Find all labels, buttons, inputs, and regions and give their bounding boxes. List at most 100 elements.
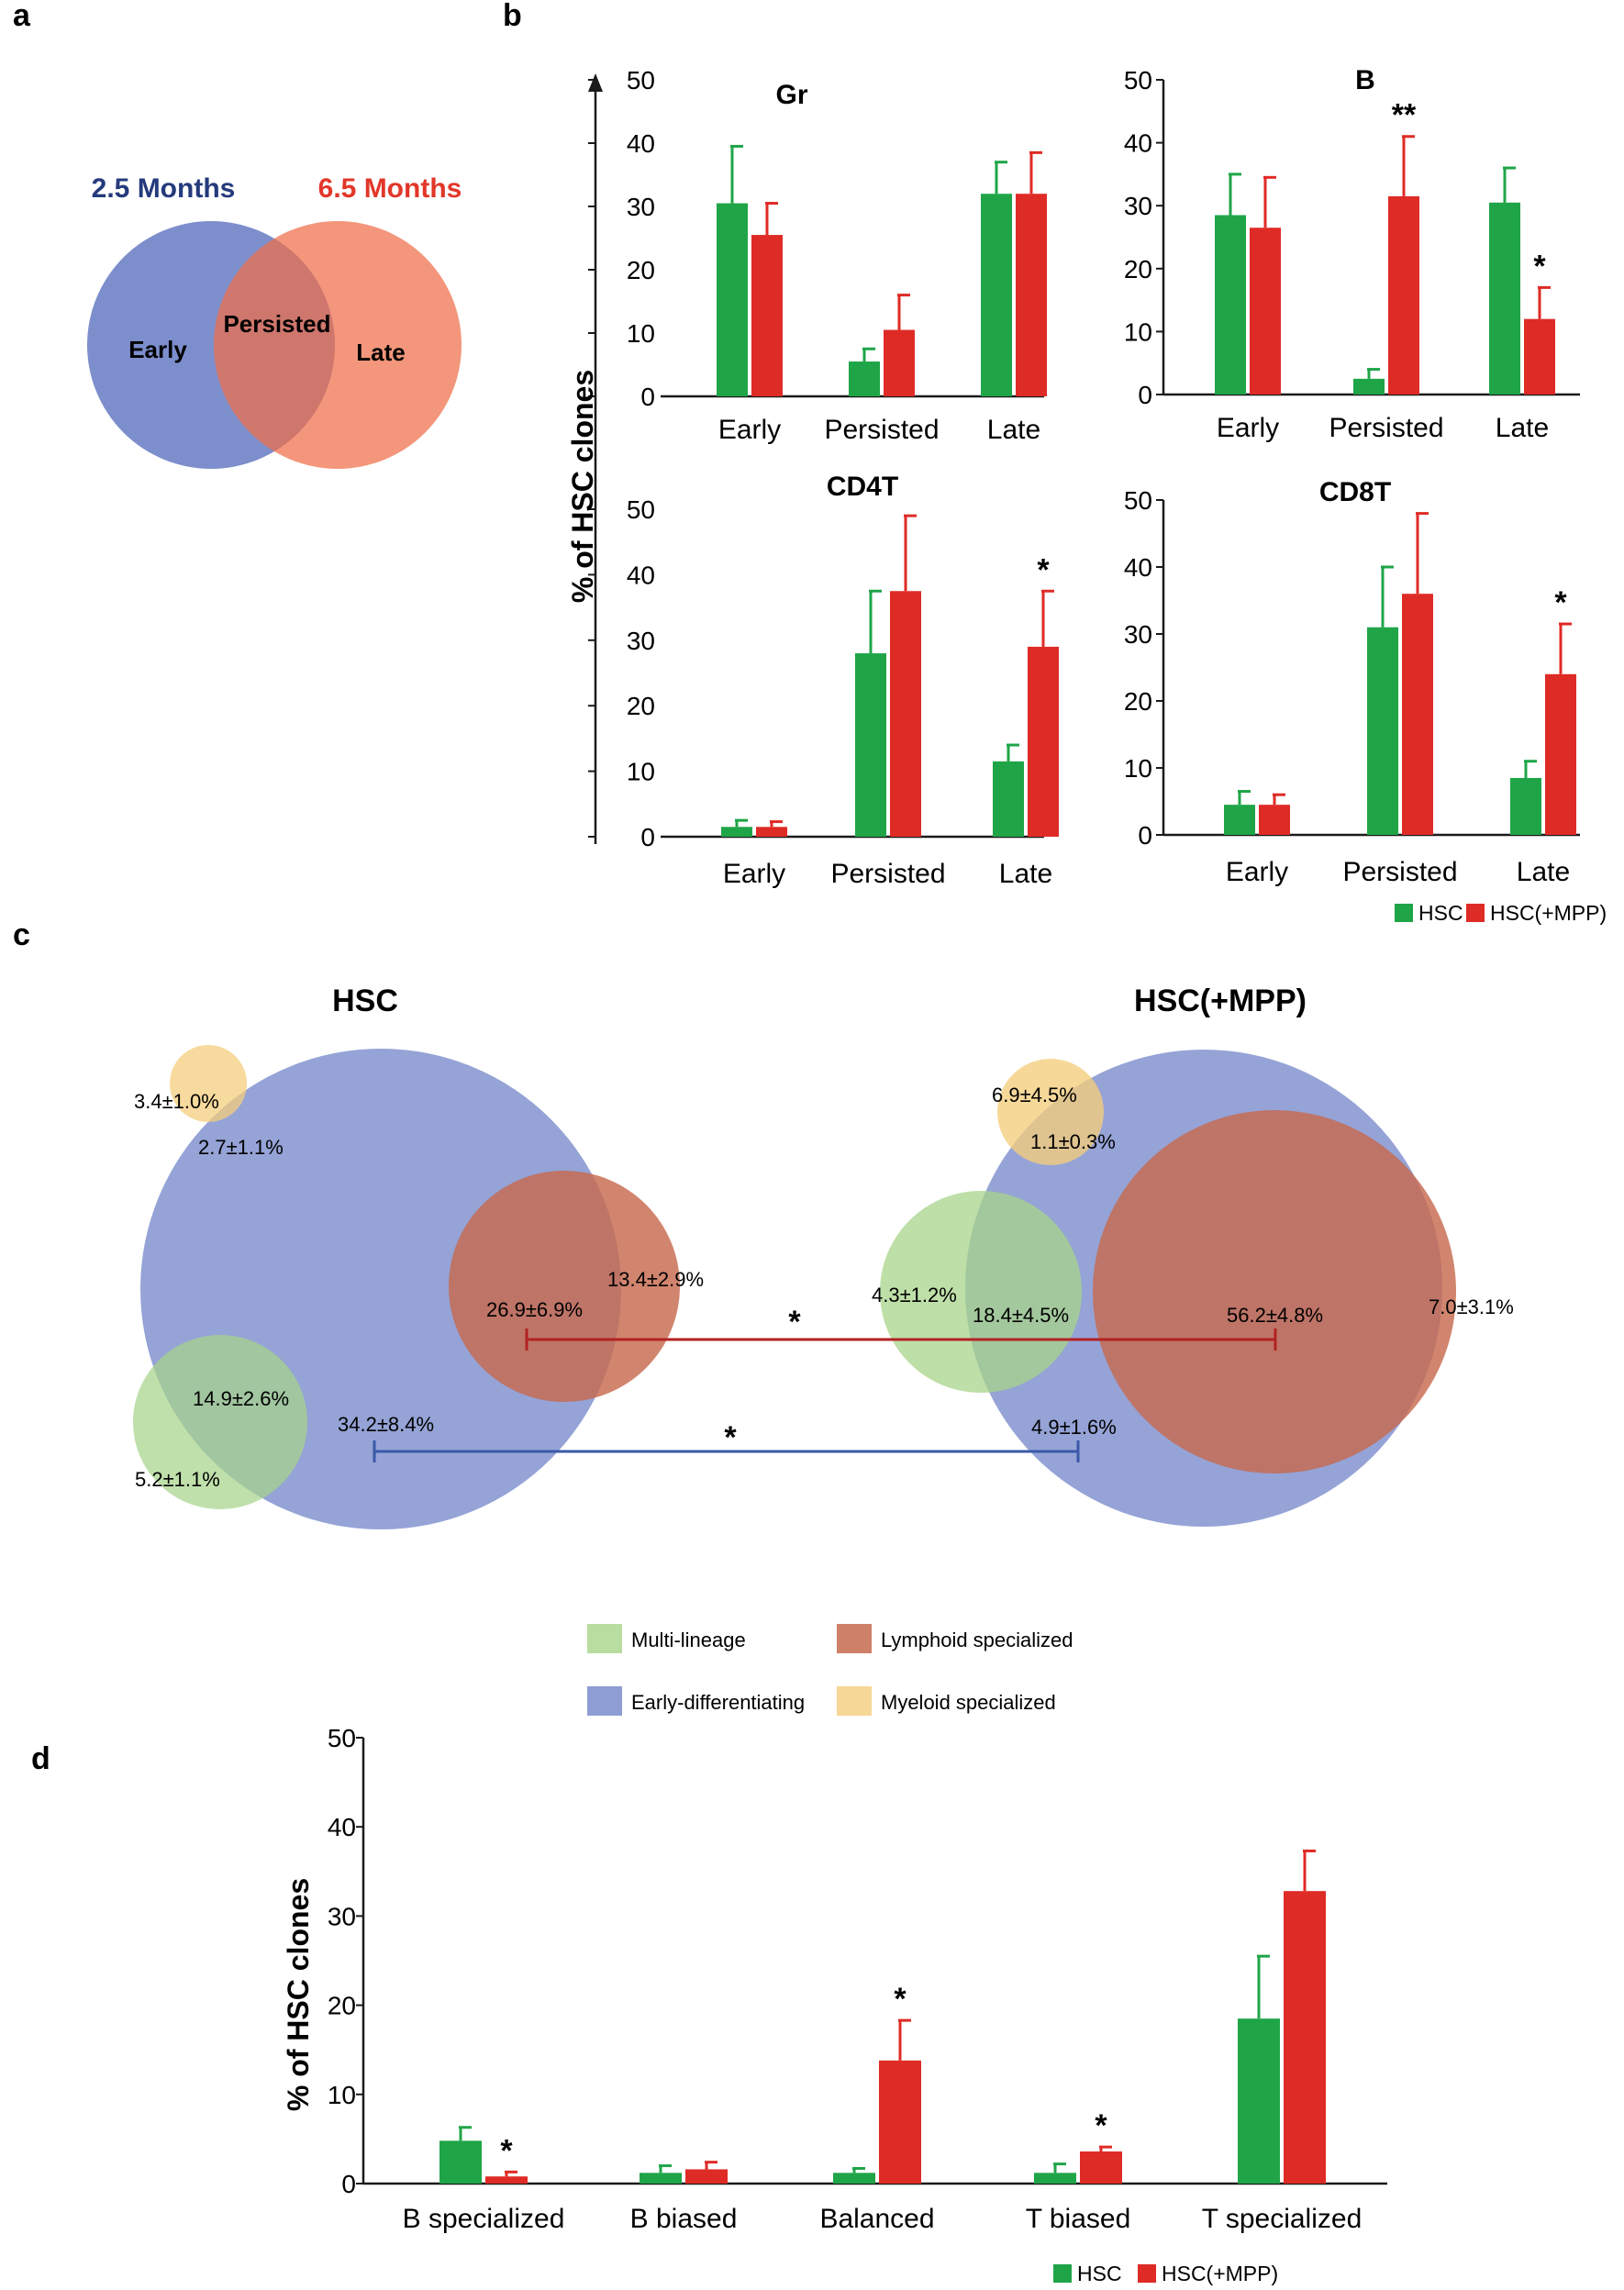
c-left-multi-only-value: 5.2±1.1%: [135, 1468, 220, 1491]
b-gr-bar-hsc-early: [717, 203, 748, 396]
legend-d-hsc-label: HSC: [1077, 2262, 1122, 2285]
b-b-bar-hsc-mpp-late: [1524, 318, 1555, 395]
d-bar-hsc-b-biased: [640, 2173, 682, 2184]
b-b-category-persisted: Persisted: [1329, 413, 1443, 443]
b-cd8t-bar-hsc-late: [1510, 777, 1541, 835]
c-hsc-mpp-title: HSC(+MPP): [1134, 984, 1307, 1018]
d-category-t-biased: T biased: [1026, 2204, 1131, 2234]
legend-d-hsc-swatch: [1053, 2264, 1072, 2283]
b-cd4t-category-early: Early: [723, 859, 785, 889]
b-b-category-late: Late: [1496, 413, 1549, 443]
legend-c-myeloid-swatch: [837, 1686, 872, 1716]
d-significance-hsc-mpp-t-biased: *: [1095, 2108, 1107, 2143]
venn-left-title: 2.5 Months: [92, 173, 236, 204]
b-cd4t-category-late: Late: [999, 859, 1052, 889]
d-category-balanced: Balanced: [819, 2204, 934, 2234]
b-b-bar-hsc-early: [1215, 215, 1246, 395]
c-right-myeloid-circle: [997, 1059, 1104, 1165]
b-gr-ytick-label-40: 40: [627, 129, 655, 158]
b-cd8t-ytick-label-50: 50: [1124, 486, 1152, 515]
panel-label-a: a: [13, 0, 31, 33]
legend-c-early-diff-label: Early-differentiating: [631, 1691, 805, 1714]
c-left-early-diff-value: 34.2±8.4%: [338, 1413, 434, 1436]
c-right-lymphoid-circle: [1093, 1110, 1456, 1473]
b-gr-category-persisted: Persisted: [824, 415, 939, 445]
b-cd4t-category-persisted: Persisted: [830, 859, 945, 889]
b-b-ytick-label-50: 50: [1124, 66, 1152, 94]
b-cd8t-ytick-label-40: 40: [1124, 553, 1152, 582]
c-right-lymphoid-only-value: 7.0±3.1%: [1429, 1295, 1514, 1318]
d-bar-hsc-mpp-balanced: [879, 2060, 921, 2184]
b-cd8t-category-early: Early: [1226, 857, 1288, 887]
d-ytick-label-40: 40: [328, 1813, 356, 1841]
b-cd4t-bar-hsc-mpp-late: [1028, 646, 1059, 837]
b-b-bar-hsc-mpp-early: [1250, 228, 1281, 395]
b-cd8t-category-persisted: Persisted: [1342, 857, 1457, 887]
legend-d-hsc-mpp-swatch: [1138, 2264, 1156, 2283]
b-cd8t-bar-hsc-early: [1224, 805, 1255, 835]
c-right-myeloid-only-value: 6.9±4.5%: [992, 1084, 1077, 1106]
b-cd4t-ytick-label-20: 20: [627, 692, 655, 720]
b-cd4t-ytick-label-30: 30: [627, 627, 655, 655]
b-b-bar-hsc-late: [1489, 202, 1520, 395]
b-cd8t-title: CD8T: [1319, 477, 1391, 507]
venn-persisted-label: Persisted: [223, 310, 330, 338]
panel-a-venn: 2.5 Months 6.5 Months Early Persisted La…: [87, 173, 462, 469]
b-gr-bar-hsc-late: [981, 194, 1012, 396]
b-cd4t-bar-hsc-early: [721, 827, 752, 837]
b-cd8t-bar-hsc-persisted: [1367, 627, 1398, 835]
panel-b: 0 10 20 30 40 50 Gr Early Persisted Late 0 10 20 30 4…: [566, 65, 1607, 925]
b-b-bar-hsc-persisted: [1353, 378, 1385, 395]
legend-d-hsc-mpp-label: HSC(+MPP): [1162, 2262, 1278, 2285]
d-ytick-label-30: 30: [328, 1902, 356, 1930]
c-hsc-title: HSC: [332, 984, 398, 1018]
c-left-myeloid-only-value: 3.4±1.0%: [134, 1090, 219, 1113]
b-gr-title: Gr: [775, 80, 807, 110]
venn-early-label: Early: [128, 336, 187, 363]
panel-label-c: c: [13, 917, 30, 952]
b-cd8t-ytick-label-0: 0: [1138, 821, 1152, 850]
b-gr-category-late: Late: [987, 415, 1040, 445]
panel-c: HSC HSC(+MPP) * * 3.4±1.0% 2.7±1.1% 13.4…: [133, 984, 1514, 1716]
b-cd8t-category-late: Late: [1517, 857, 1570, 887]
b-cd4t-title: CD4T: [827, 472, 898, 502]
panel-label-d: d: [31, 1741, 50, 1776]
d-bar-hsc-mpp-b-specialized: [485, 2176, 528, 2184]
b-cd4t-ytick-label-50: 50: [627, 495, 655, 524]
legend-c-multi-swatch: [587, 1624, 622, 1653]
d-bar-hsc-mpp-b-biased: [685, 2169, 728, 2184]
c-blue-significance-star: *: [724, 1420, 737, 1455]
d-bar-hsc-b-specialized: [439, 2140, 482, 2184]
panel-b-y-axis-label: % of HSC clones: [566, 370, 599, 603]
d-category-t-specialized: T specialized: [1202, 2204, 1363, 2234]
b-cd4t-bar-hsc-mpp-early: [756, 827, 787, 837]
b-gr-bar-hsc-mpp-early: [751, 235, 783, 396]
chart-d: 0 10 20 30 40 50 B specialized * B biased Balance…: [328, 1724, 1387, 2234]
chart-b-b: 0 10 20 30 40 50 B Early Persisted ** Late *: [1124, 65, 1580, 443]
b-gr-ytick-label-10: 10: [627, 319, 655, 348]
panel-d-y-axis-label: % of HSC clones: [282, 1878, 315, 2111]
b-cd4t-ytick-label-0: 0: [640, 823, 655, 851]
c-left-myeloid-circle: [170, 1045, 247, 1122]
d-category-b-specialized: B specialized: [403, 2204, 565, 2234]
b-b-ytick-label-40: 40: [1124, 129, 1152, 158]
b-cd4t-ytick-label-40: 40: [627, 561, 655, 589]
c-left-multi-circle: [133, 1335, 307, 1509]
b-b-ytick-label-20: 20: [1124, 255, 1152, 283]
d-category-b-biased: B biased: [630, 2204, 738, 2234]
c-right-myeloid-overlap-value: 1.1±0.3%: [1030, 1130, 1116, 1153]
venn-6-5-months-circle: [214, 221, 462, 469]
panel-b-axis-arrowhead: [588, 73, 603, 92]
b-cd8t-ytick-label-20: 20: [1124, 687, 1152, 716]
b-gr-bar-hsc-persisted: [849, 361, 880, 396]
c-right-lymphoid-overlap-value: 56.2±4.8%: [1227, 1304, 1323, 1327]
legend-b-hsc-mpp-label: HSC(+MPP): [1490, 901, 1607, 925]
venn-late-label: Late: [356, 339, 405, 366]
d-ytick-label-50: 50: [328, 1724, 356, 1752]
c-left-lymphoid-overlap-value: 26.9±6.9%: [486, 1298, 583, 1321]
chart-b-cd8t: 0 10 20 30 40 50 CD8T Early Persisted Late *: [1124, 477, 1580, 887]
b-b-ytick-label-30: 30: [1124, 192, 1152, 220]
legend-c-multi-label: Multi-lineage: [631, 1629, 746, 1651]
b-cd4t-significance-hsc-mpp-late: *: [1037, 552, 1050, 587]
